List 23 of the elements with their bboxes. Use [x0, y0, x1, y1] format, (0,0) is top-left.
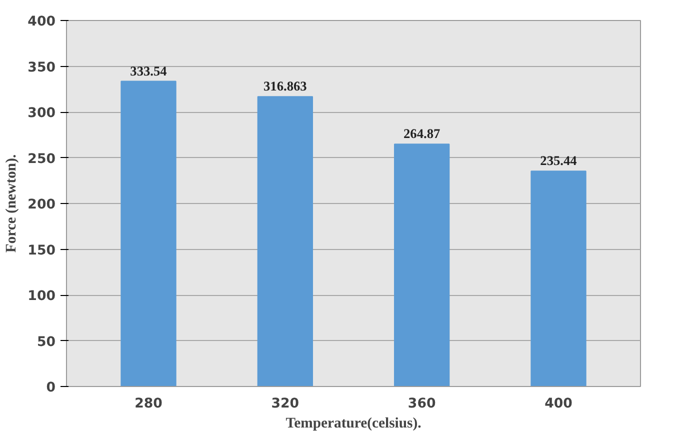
y-tick-label: 150 — [28, 243, 56, 258]
bar — [530, 170, 586, 386]
data-label: 333.54 — [130, 63, 168, 78]
x-tick-label: 320 — [271, 396, 300, 412]
x-tick-label: 400 — [544, 396, 572, 412]
bar — [120, 80, 176, 386]
y-tick-label: 350 — [28, 60, 56, 76]
x-tick-label: 360 — [408, 396, 436, 412]
data-label: 235.44 — [540, 153, 578, 168]
y-tick-label: 300 — [28, 106, 56, 121]
bar — [257, 96, 313, 386]
bar — [394, 144, 450, 386]
x-axis-title: Temperature(celsius). — [286, 416, 422, 432]
y-tick-label: 0 — [46, 380, 56, 396]
y-axis-title: Force (newton). — [4, 154, 20, 253]
y-tick-label: 250 — [28, 152, 56, 167]
data-label: 264.87 — [404, 126, 440, 142]
y-tick-label: 400 — [28, 14, 56, 30]
y-tick-label: 100 — [28, 289, 56, 304]
x-tick-label: 280 — [134, 396, 162, 412]
y-tick-label: 50 — [36, 334, 56, 350]
data-label: 316.863 — [264, 78, 308, 94]
y-tick-label: 200 — [28, 198, 56, 212]
